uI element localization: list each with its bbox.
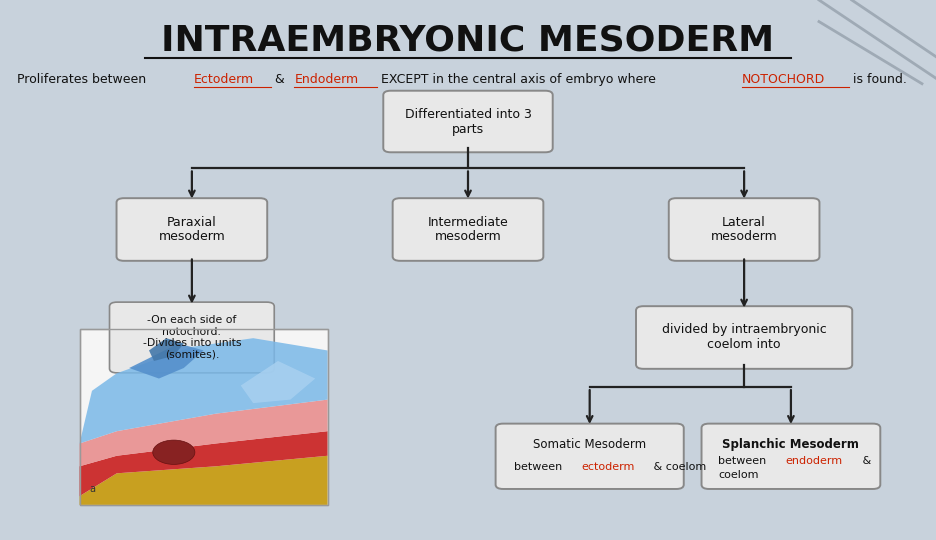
Text: EXCEPT in the central axis of embryo where: EXCEPT in the central axis of embryo whe… [377, 73, 660, 86]
Text: NOTOCHORD: NOTOCHORD [742, 73, 826, 86]
FancyBboxPatch shape [393, 198, 544, 261]
Text: Somatic Mesoderm: Somatic Mesoderm [534, 438, 646, 451]
Text: Splanchic Mesoderm: Splanchic Mesoderm [723, 438, 859, 451]
Text: divided by intraembryonic
coelom into: divided by intraembryonic coelom into [662, 323, 826, 352]
Text: Paraxial
mesoderm: Paraxial mesoderm [158, 215, 226, 244]
Text: Endoderm: Endoderm [294, 73, 358, 86]
Polygon shape [80, 431, 328, 496]
Polygon shape [80, 456, 328, 505]
Text: ectoderm: ectoderm [581, 462, 635, 472]
Polygon shape [80, 338, 328, 443]
Text: &: & [271, 73, 289, 86]
Polygon shape [129, 343, 204, 379]
Polygon shape [80, 400, 328, 466]
Text: endoderm: endoderm [785, 456, 842, 465]
Text: a: a [89, 484, 95, 494]
Text: between: between [515, 462, 566, 472]
FancyBboxPatch shape [384, 91, 552, 152]
FancyBboxPatch shape [80, 329, 328, 505]
Text: coelom: coelom [719, 470, 759, 480]
FancyBboxPatch shape [669, 198, 820, 261]
Text: Proliferates between: Proliferates between [17, 73, 154, 86]
FancyBboxPatch shape [496, 423, 683, 489]
FancyBboxPatch shape [702, 423, 880, 489]
Text: Ectoderm: Ectoderm [194, 73, 254, 86]
Text: is found.: is found. [850, 73, 907, 86]
Text: -On each side of
notochord.
-Divides into units
(somites).: -On each side of notochord. -Divides int… [142, 315, 241, 360]
Polygon shape [149, 338, 183, 361]
Text: Differentiated into 3
parts: Differentiated into 3 parts [404, 107, 532, 136]
Circle shape [153, 440, 195, 464]
Text: between: between [719, 456, 770, 465]
Text: INTRAEMBRYONIC MESODERM: INTRAEMBRYONIC MESODERM [161, 24, 775, 57]
FancyBboxPatch shape [110, 302, 274, 373]
FancyBboxPatch shape [117, 198, 268, 261]
Text: & coelom: & coelom [650, 462, 707, 472]
Text: &: & [859, 456, 871, 465]
Polygon shape [241, 361, 315, 403]
FancyBboxPatch shape [636, 306, 853, 369]
Text: Intermediate
mesoderm: Intermediate mesoderm [428, 215, 508, 244]
Text: Lateral
mesoderm: Lateral mesoderm [710, 215, 778, 244]
